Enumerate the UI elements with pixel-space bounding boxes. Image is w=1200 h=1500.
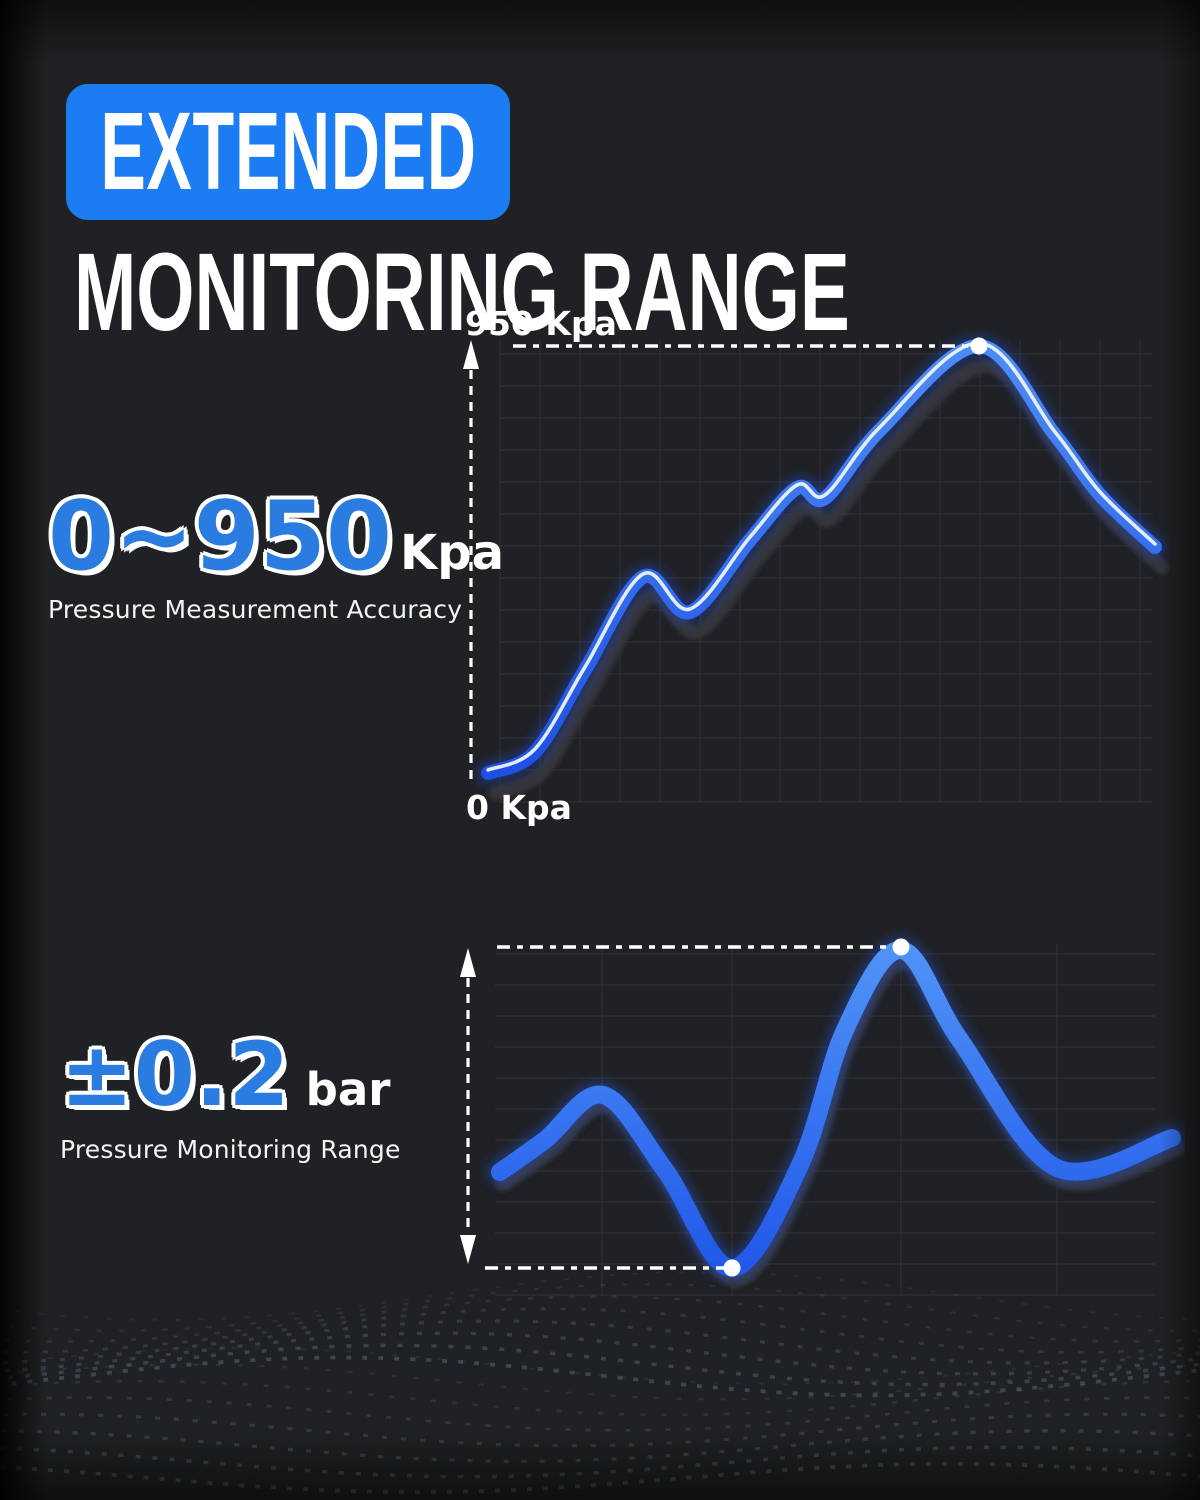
stat-number: 0~950 [48, 482, 393, 592]
pressure-monitoring-chart [460, 936, 1185, 1296]
stat-pressure-accuracy: 0~950 Kpa Pressure Measurement Accuracy [48, 490, 504, 625]
stat-caption: Pressure Measurement Accuracy [48, 595, 463, 624]
chart1-max-axis-label: 950 Kpa [465, 304, 617, 343]
stat-unit: bar [305, 1063, 391, 1116]
stat-pressure-accuracy-value: 0~950 Kpa [48, 490, 504, 585]
stat-monitoring-range: ±0.2 bar Pressure Monitoring Range [60, 1031, 401, 1165]
badge-label: EXTENDED [99, 90, 477, 213]
stat-unit: Kpa [400, 525, 504, 581]
stat-monitoring-range-value: ±0.2 bar [60, 1031, 401, 1119]
page-title-text: MONITORING RANGE [74, 231, 850, 354]
page-title: MONITORING RANGE [74, 238, 1200, 348]
stat-number: ±0.2 [60, 1023, 290, 1126]
pressure-measurement-chart [463, 334, 1169, 803]
stat-caption: Pressure Monitoring Range [60, 1135, 401, 1164]
extended-badge: EXTENDED [66, 84, 510, 220]
chart1-min-axis-label: 0 Kpa [466, 788, 572, 827]
